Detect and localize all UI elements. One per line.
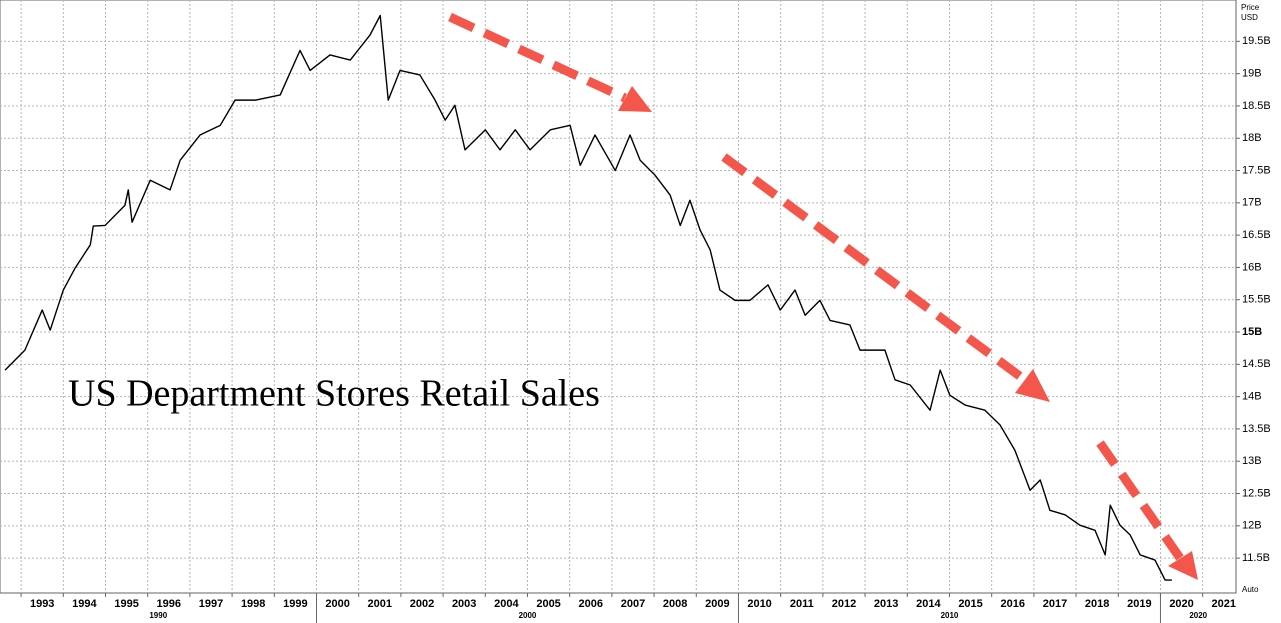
arrow	[448, 12, 627, 103]
x-tick-label: 2005	[536, 598, 560, 610]
x-tick-label: 1999	[283, 598, 307, 610]
x-tick-label: 2001	[368, 598, 392, 610]
x-tick-label: 1993	[30, 598, 54, 610]
y-tick-label: 13.5B	[1242, 423, 1271, 435]
arrow-head	[1168, 551, 1198, 580]
decade-label: 1990	[149, 611, 167, 620]
x-tick-label: 2018	[1085, 598, 1109, 610]
y-tick-label: 14.5B	[1242, 358, 1271, 370]
decade-label: 2020	[1189, 611, 1207, 620]
x-tick-label: 2014	[916, 598, 941, 610]
x-tick-label: 2015	[958, 598, 982, 610]
decade-label: 2010	[941, 611, 959, 620]
x-tick-label: 1998	[241, 598, 265, 610]
decade-label: 2000	[519, 611, 537, 620]
x-tick-label: 2009	[705, 598, 729, 610]
x-tick-label: 2007	[621, 598, 645, 610]
y-tick-label: 19.5B	[1242, 35, 1271, 47]
chart-title: US Department Stores Retail Sales	[68, 373, 600, 415]
y-tick-label: 17B	[1242, 197, 1262, 209]
x-tick-label: 2010	[747, 598, 771, 610]
arrow-head	[618, 86, 652, 112]
y-tick-label: 13B	[1242, 455, 1262, 467]
x-tick-label: 2004	[494, 598, 519, 610]
line-series	[4, 14, 1172, 581]
arrow	[721, 153, 1028, 384]
x-tick-label: 2003	[452, 598, 476, 610]
x-tick-label: 1994	[72, 598, 97, 610]
y-tick-label: 12.5B	[1242, 487, 1271, 499]
y-tick-label: 17.5B	[1242, 164, 1271, 176]
x-tick-label: 2002	[410, 598, 434, 610]
x-tick-label: 2019	[1127, 598, 1151, 610]
x-tick-label: 1997	[199, 598, 223, 610]
x-tick-label: 2013	[874, 598, 898, 610]
arrow	[1096, 440, 1184, 561]
x-tick-label: 1996	[157, 598, 181, 610]
x-tick-label: 1995	[114, 598, 138, 610]
y-tick-label: 19B	[1242, 68, 1262, 80]
y-tick-label: 16B	[1242, 261, 1262, 273]
y-tick-label: 18.5B	[1242, 100, 1271, 112]
x-tick-label: 2006	[579, 598, 603, 610]
grid	[0, 0, 1236, 593]
x-tick-label: 2012	[832, 598, 856, 610]
annotation-arrows	[448, 12, 1198, 580]
x-tick-label: 2008	[663, 598, 687, 610]
y-tick-label: 18B	[1242, 132, 1262, 144]
y-tick-label: 12B	[1242, 520, 1262, 532]
y-tick-label: 16.5B	[1242, 229, 1271, 241]
x-tick-label: 2021	[1212, 598, 1236, 610]
x-tick-label: 2000	[325, 598, 349, 610]
axis-unit: USD	[1241, 13, 1258, 22]
y-tick-label: 11.5B	[1242, 552, 1270, 564]
scale-mode[interactable]: Auto	[1242, 585, 1259, 594]
x-tick-label: 2020	[1169, 598, 1193, 610]
y-tick-label: 15B	[1242, 326, 1262, 338]
plot-area	[0, 0, 1237, 594]
x-tick-label: 2016	[1001, 598, 1025, 610]
axis-title: Price	[1241, 3, 1260, 12]
y-tick-label: 14B	[1242, 391, 1262, 403]
arrow-head	[1015, 369, 1050, 402]
x-tick-label: 2017	[1043, 598, 1067, 610]
y-tick-label: 15.5B	[1242, 294, 1271, 306]
x-tick-label: 2011	[790, 598, 814, 610]
